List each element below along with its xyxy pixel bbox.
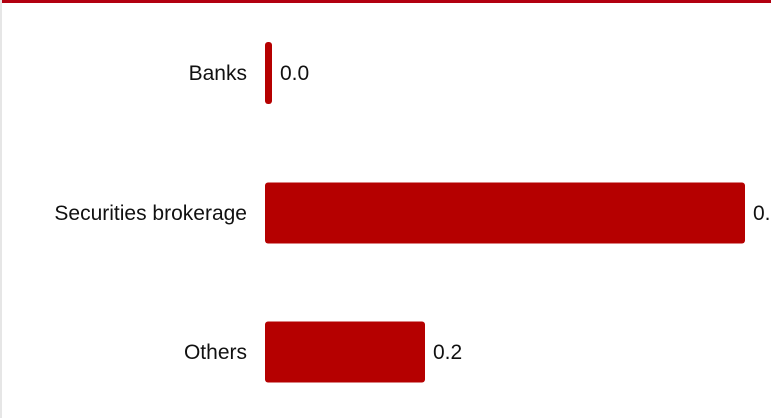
category-label: Securities brokerage <box>54 202 247 225</box>
bar[interactable] <box>265 321 425 383</box>
value-label: 0.0 <box>280 62 309 85</box>
value-label: 0.2 <box>433 341 462 364</box>
top-accent-border <box>0 0 771 3</box>
category-label: Banks <box>189 62 247 85</box>
left-border <box>0 0 2 418</box>
bar[interactable] <box>265 42 272 104</box>
value-label: 0. <box>753 202 771 225</box>
category-label: Others <box>184 341 247 364</box>
bar[interactable] <box>265 182 745 244</box>
